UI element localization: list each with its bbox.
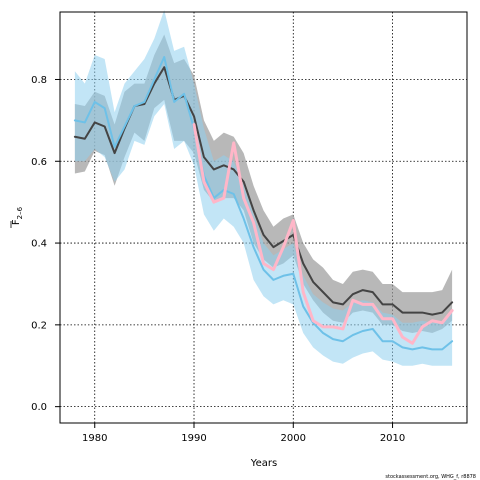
credit-text: stockassessment.org, WHG_f, r8878 bbox=[385, 474, 476, 480]
y-tick-label: 0.4 bbox=[31, 239, 47, 250]
plot-frame bbox=[59, 11, 468, 424]
series-lines bbox=[73, 55, 454, 351]
x-axis-title: Years bbox=[250, 458, 277, 469]
y-axis-title-subscript: 2–6 bbox=[16, 206, 24, 219]
x-tick-label: 1980 bbox=[82, 433, 107, 444]
y-axis-title: F2–6 bbox=[10, 206, 24, 228]
pink-estimate-line bbox=[192, 122, 454, 345]
y-tick-label: 0.8 bbox=[31, 75, 47, 86]
x-tick-label: 2010 bbox=[380, 433, 405, 444]
x-axis-ticks: 1980 1990 2000 2010 bbox=[82, 423, 405, 444]
x-tick-label: 1990 bbox=[181, 433, 206, 444]
blue-estimate-line bbox=[73, 55, 454, 351]
confidence-bands bbox=[74, 9, 453, 366]
y-tick-label: 0.6 bbox=[31, 157, 47, 168]
y-axis-title-main: F bbox=[11, 219, 22, 225]
blue-confidence-band bbox=[74, 9, 453, 366]
y-axis-ticks: 0.0 0.2 0.4 0.6 0.8 bbox=[31, 75, 60, 413]
x-tick-label: 2000 bbox=[281, 433, 306, 444]
svg-text:F2–6: F2–6 bbox=[11, 206, 24, 225]
y-tick-label: 0.0 bbox=[31, 402, 47, 413]
y-tick-label: 0.2 bbox=[31, 320, 47, 331]
